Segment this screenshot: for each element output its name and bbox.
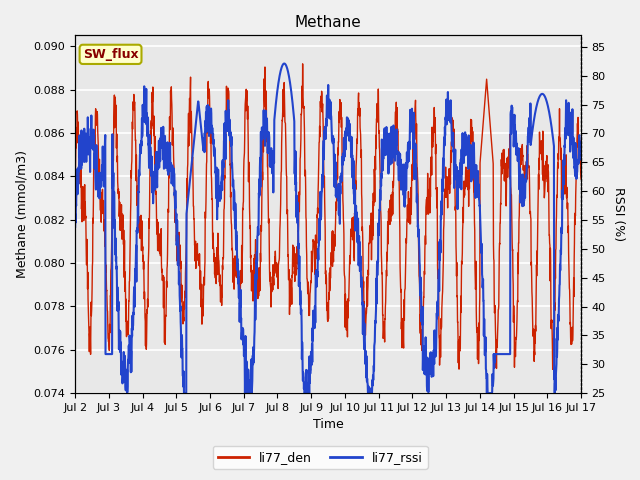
li77_den bbox=[97, 198, 105, 204]
Y-axis label: Methane (mmol/m3): Methane (mmol/m3) bbox=[15, 150, 28, 278]
li77_den bbox=[577, 176, 585, 182]
Title: Methane: Methane bbox=[294, 15, 362, 30]
Line: li77_den: li77_den bbox=[75, 64, 581, 369]
li77_den bbox=[563, 195, 570, 201]
li77_rssi bbox=[563, 111, 570, 117]
li77_rssi bbox=[71, 224, 79, 230]
li77_rssi bbox=[97, 179, 105, 185]
Legend: li77_den, li77_rssi: li77_den, li77_rssi bbox=[212, 446, 428, 469]
Text: SW_flux: SW_flux bbox=[83, 48, 138, 61]
li77_rssi bbox=[305, 390, 312, 396]
li77_rssi bbox=[470, 144, 478, 150]
li77_rssi bbox=[280, 60, 288, 66]
li77_rssi bbox=[180, 390, 188, 396]
li77_rssi bbox=[563, 117, 571, 122]
Line: li77_rssi: li77_rssi bbox=[75, 63, 581, 393]
li77_rssi bbox=[318, 190, 326, 195]
li77_den bbox=[71, 159, 79, 165]
li77_den bbox=[299, 61, 307, 67]
li77_den bbox=[470, 190, 477, 195]
li77_den bbox=[317, 105, 325, 110]
Y-axis label: RSSI (%): RSSI (%) bbox=[612, 187, 625, 241]
li77_den bbox=[304, 287, 312, 292]
X-axis label: Time: Time bbox=[313, 419, 344, 432]
li77_den bbox=[549, 366, 557, 372]
li77_rssi bbox=[577, 139, 585, 145]
li77_den bbox=[563, 184, 571, 190]
